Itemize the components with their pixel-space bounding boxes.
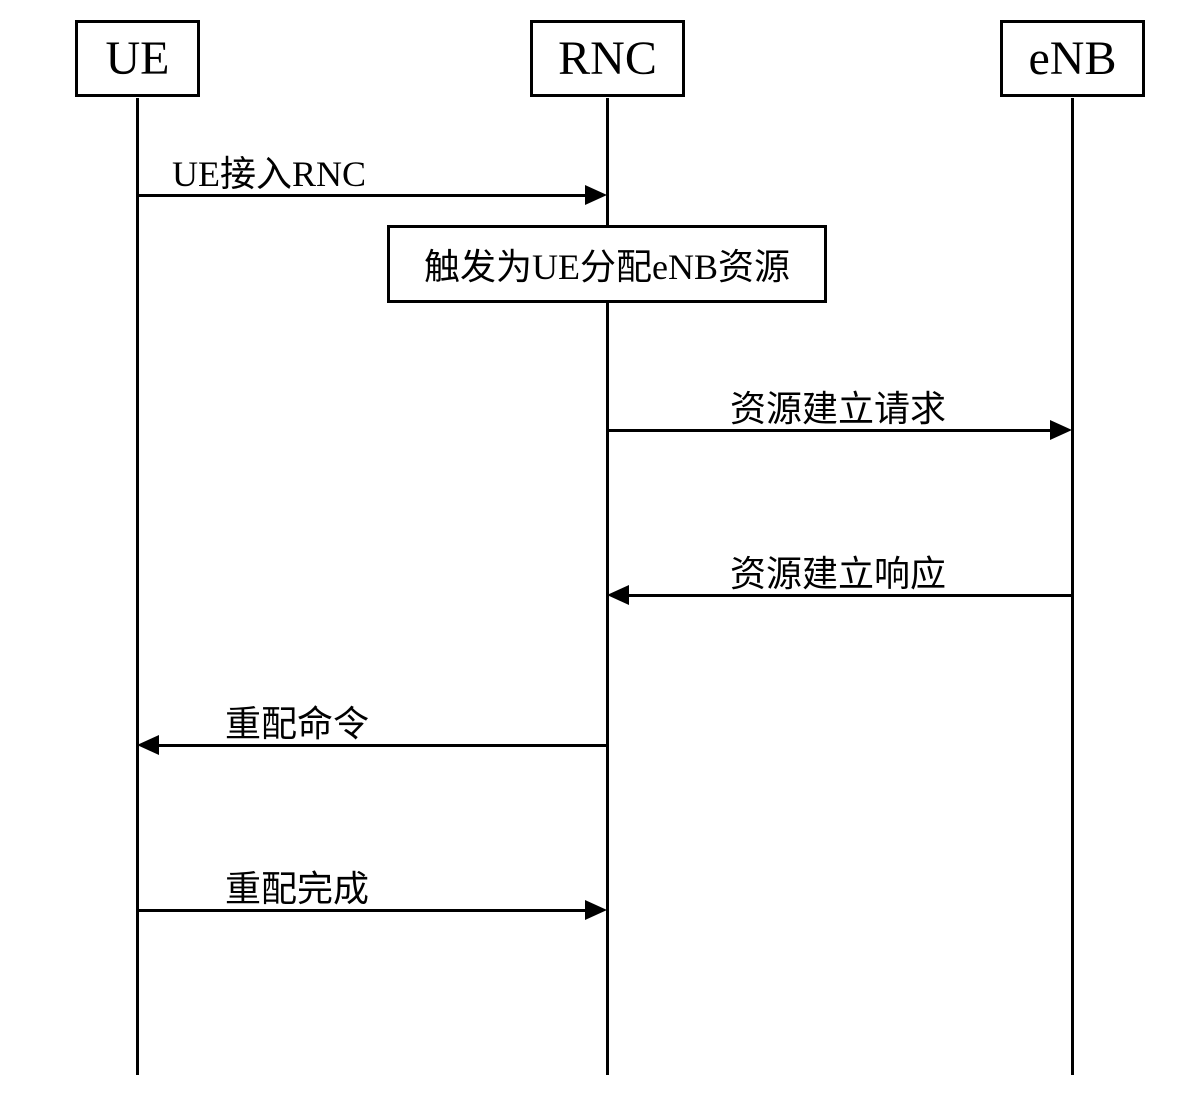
message-5-line [137,909,587,912]
participant-ue: UE [75,20,200,97]
message-4-line [157,744,607,747]
message-5-arrow [585,900,607,920]
message-4-arrow [137,735,159,755]
lifeline-ue [136,98,139,1075]
activation-box-label: 触发为UE分配eNB资源 [424,247,790,287]
message-3-arrow [607,585,629,605]
message-5-label: 重配完成 [225,860,369,912]
message-2-line [607,429,1052,432]
message-2-arrow [1050,420,1072,440]
message-1-arrow [585,185,607,205]
activation-box: 触发为UE分配eNB资源 [387,225,827,303]
message-3-line [627,594,1072,597]
participant-enb-label: eNB [1029,32,1117,85]
message-1-line [137,194,587,197]
message-3-label: 资源建立响应 [730,545,946,597]
participant-rnc: RNC [530,20,685,97]
participant-rnc-label: RNC [558,32,657,85]
message-2-label: 资源建立请求 [730,380,946,432]
message-1-label: UE接入RNC [172,145,366,197]
participant-enb: eNB [1000,20,1145,97]
message-4-label: 重配命令 [225,695,369,747]
participant-ue-label: UE [106,32,170,85]
lifeline-enb [1071,98,1074,1075]
sequence-diagram: UE RNC eNB UE接入RNC 触发为UE分配eNB资源 资源建立请求 资… [0,0,1177,1093]
